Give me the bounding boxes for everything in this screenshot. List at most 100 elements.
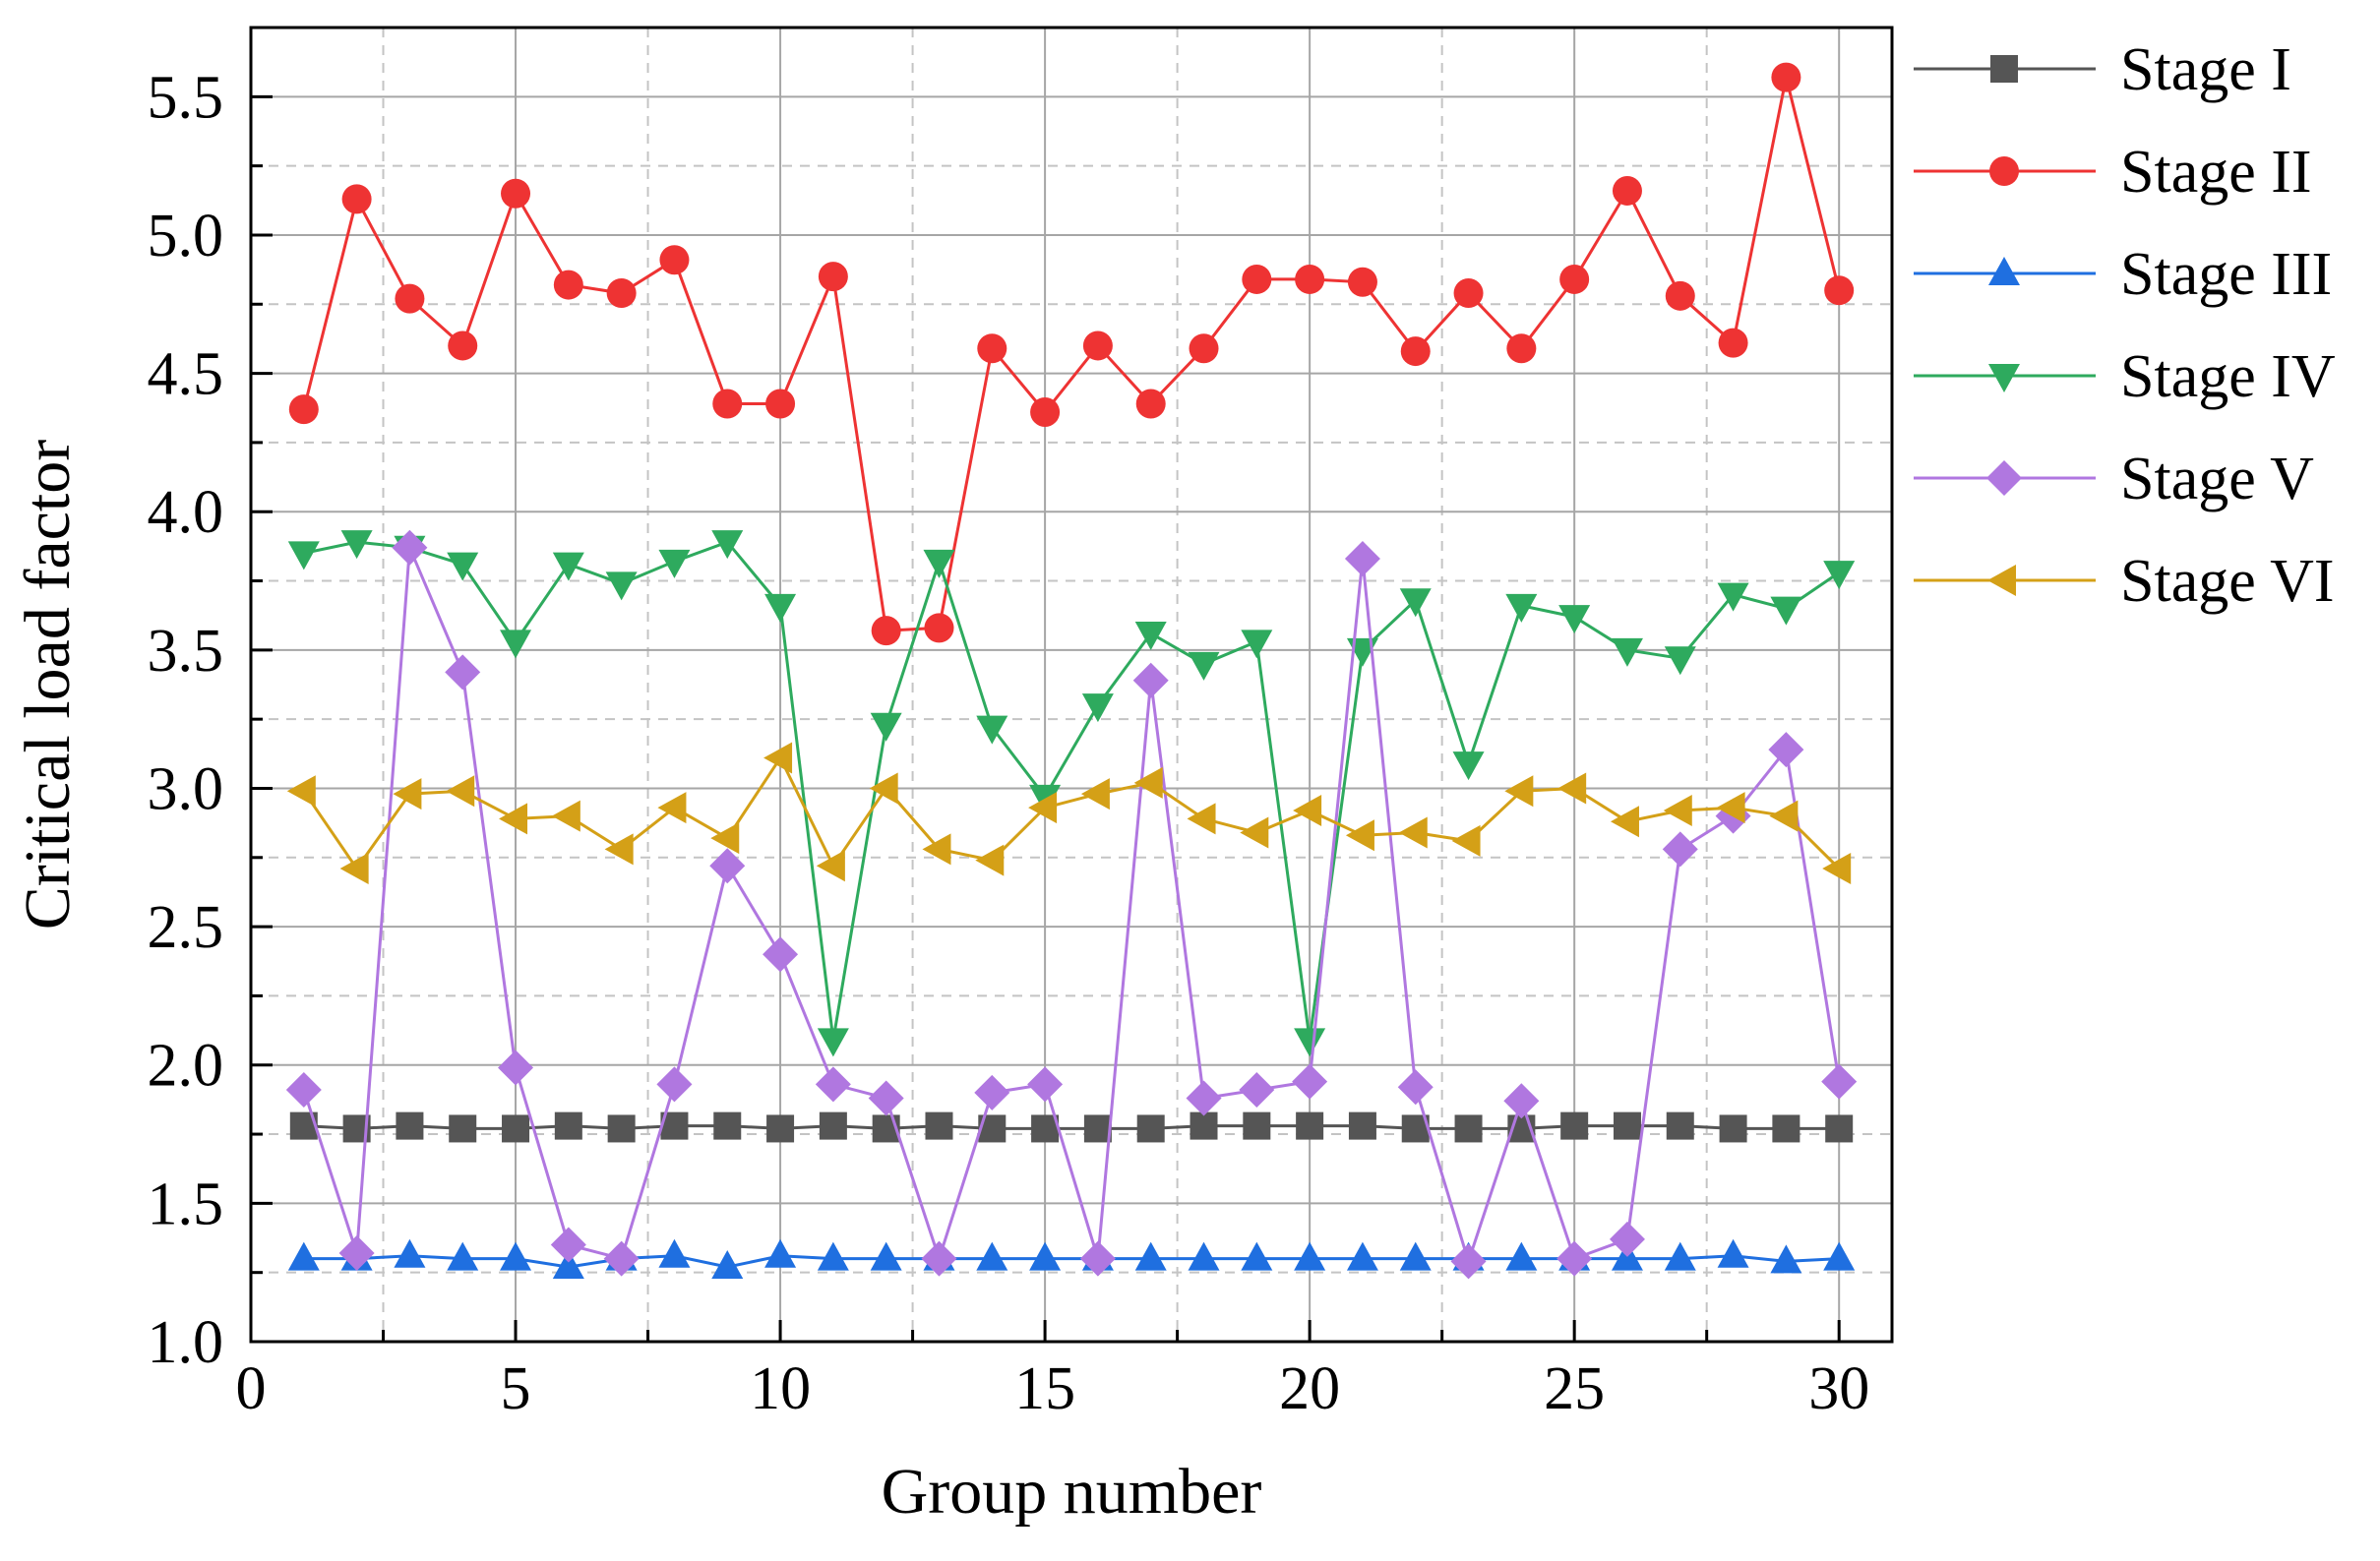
data-point-stage-vi (1610, 806, 1639, 838)
y-tick-label: 5.5 (148, 64, 224, 131)
data-point-stage-vi (657, 792, 687, 824)
data-point-stage-i (1136, 1114, 1165, 1143)
data-point-stage-iv (340, 530, 373, 560)
series-stage-vi (286, 742, 1852, 885)
data-point-stage-iii (552, 1250, 584, 1280)
data-point-stage-i (1772, 1114, 1800, 1143)
data-point-stage-v (445, 654, 481, 690)
data-point-stage-iv (1134, 621, 1167, 650)
data-point-stage-iv (870, 712, 902, 742)
data-point-stage-ii (712, 389, 743, 419)
data-point-stage-iv (764, 593, 797, 623)
data-point-stage-iii (1823, 1241, 1856, 1271)
series-stage-ii (288, 62, 1855, 646)
data-point-stage-iii (1664, 1241, 1696, 1271)
data-point-stage-i (713, 1111, 742, 1140)
legend-item-stage-ii: Stage II (1914, 139, 2312, 206)
data-point-stage-ii (1506, 333, 1537, 364)
data-point-stage-vi (975, 844, 1005, 876)
data-point-stage-iii (1770, 1244, 1802, 1274)
data-point-stage-ii (871, 616, 901, 646)
data-point-stage-ii (1665, 280, 1695, 311)
data-point-stage-i (554, 1111, 582, 1140)
data-point-stage-i (1083, 1114, 1112, 1143)
data-point-stage-i (1666, 1111, 1694, 1140)
data-point-stage-vi (1345, 819, 1374, 852)
x-tick-label: 10 (750, 1355, 811, 1422)
legend-label-stage-iv: Stage IV (2120, 343, 2336, 410)
data-point-stage-vi (1822, 853, 1852, 885)
data-point-stage-iv (1823, 561, 1856, 590)
data-point-stage-iv (1505, 593, 1538, 623)
data-point-stage-iv (1294, 1028, 1326, 1057)
data-point-stage-v (285, 1072, 322, 1109)
data-point-stage-vi (1080, 778, 1110, 811)
data-point-stage-ii (553, 270, 583, 300)
data-point-stage-i (502, 1114, 530, 1143)
data-point-stage-vi (1133, 766, 1163, 799)
x-tick-label: 30 (1808, 1355, 1869, 1422)
data-point-stage-v (1344, 541, 1380, 577)
data-point-stage-v (974, 1074, 1010, 1111)
data-point-stage-iv (1452, 751, 1485, 781)
x-axis-title: Group number (882, 1456, 1262, 1528)
data-point-stage-ii (1400, 336, 1431, 367)
data-point-stage-iii (764, 1238, 797, 1268)
data-point-stage-v (763, 936, 799, 973)
data-point-stage-iv (976, 715, 1008, 745)
data-point-stage-iv (711, 530, 744, 560)
x-tick-label: 20 (1279, 1355, 1340, 1422)
axis-layer: 0 5 10 15 20 25 30 1.0 1.5 2.0 2.5 3.0 3.5 4.0 4.5 5.0 5… (148, 64, 1870, 1422)
data-point-stage-iv (923, 549, 955, 578)
grid-layer (251, 28, 1892, 1342)
data-point-stage-vi (499, 803, 528, 835)
series-stage-i (289, 1111, 1854, 1143)
x-tick-label: 5 (501, 1355, 531, 1422)
data-point-stage-iv (552, 552, 584, 581)
data-point-stage-iii (287, 1241, 320, 1271)
data-point-stage-i (1825, 1114, 1854, 1143)
data-point-stage-i (1348, 1111, 1376, 1140)
data-point-stage-vi (551, 800, 580, 832)
x-tick-label: 15 (1014, 1355, 1075, 1422)
data-point-stage-v (1821, 1063, 1858, 1100)
data-point-stage-i (766, 1114, 795, 1143)
data-point-stage-ii (1242, 264, 1272, 294)
data-point-stage-v (1132, 662, 1169, 698)
data-point-stage-ii (1824, 275, 1855, 306)
data-point-stage-iv (1611, 637, 1643, 667)
data-point-stage-iv (1399, 588, 1432, 618)
data-point-stage-vi (1028, 792, 1058, 824)
data-point-stage-iii (394, 1238, 426, 1268)
series-line-stage-iv (303, 540, 1841, 1041)
data-point-stage-v (709, 848, 746, 884)
data-point-stage-ii (1771, 62, 1801, 92)
data-point-stage-iii (1188, 1241, 1220, 1271)
data-point-stage-v (392, 529, 428, 566)
legend: Stage I Stage II Stage III Stage IV Stage V S… (1914, 36, 2336, 615)
data-point-stage-iii (1717, 1238, 1749, 1268)
data-point-stage-iv (500, 630, 532, 659)
y-tick-label: 1.5 (148, 1171, 224, 1237)
data-point-stage-i (1560, 1111, 1589, 1140)
data-point-stage-ii (448, 330, 478, 361)
y-tick-label: 3.5 (148, 618, 224, 685)
data-point-stage-iv (1081, 693, 1114, 723)
data-point-stage-iii (1029, 1241, 1062, 1271)
data-point-stage-v (1503, 1083, 1540, 1119)
data-point-stage-ii (818, 262, 848, 292)
data-point-stage-v (1662, 831, 1698, 868)
data-point-stage-iii (870, 1241, 902, 1271)
data-point-stage-ii (765, 389, 796, 419)
data-point-stage-v (1239, 1072, 1275, 1109)
data-point-stage-iv (1770, 596, 1802, 626)
legend-label-stage-i: Stage I (2120, 36, 2291, 103)
data-point-stage-i (819, 1111, 847, 1140)
x-tick-label: 0 (236, 1355, 267, 1422)
data-point-stage-ii (606, 278, 637, 309)
x-tick-label: 25 (1544, 1355, 1605, 1422)
data-point-stage-ii (1189, 333, 1219, 364)
data-point-stage-iv (1188, 651, 1220, 681)
data-point-stage-i (1190, 1111, 1218, 1140)
data-point-stage-vi (393, 778, 422, 811)
